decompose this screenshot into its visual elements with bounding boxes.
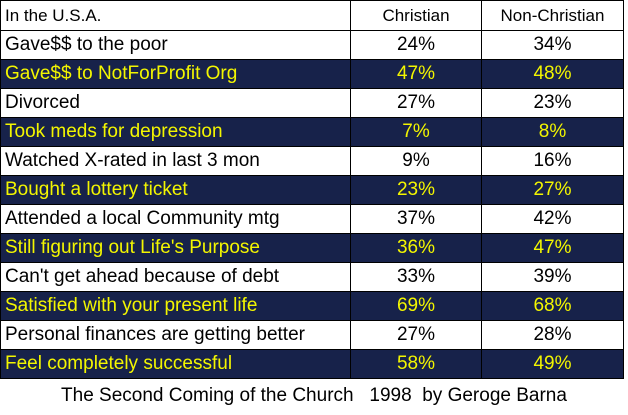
- christian-value: 27%: [350, 88, 482, 118]
- row-label: Can't get ahead because of debt: [0, 262, 351, 292]
- row-label: Personal finances are getting better: [0, 320, 351, 350]
- header-christian: Christian: [350, 0, 482, 31]
- row-label: Feel completely successful: [0, 349, 351, 379]
- row-label: Gave$$ to NotForProfit Org: [0, 59, 351, 89]
- row-label: Gave$$ to the poor: [0, 30, 351, 60]
- non-christian-value: 48%: [481, 59, 624, 89]
- non-christian-value: 8%: [481, 117, 624, 147]
- row-label: Still figuring out Life's Purpose: [0, 233, 351, 263]
- table-row: Took meds for depression 7% 8%: [0, 117, 624, 147]
- survey-table: In the U.S.A. Christian Non-Christian Ga…: [0, 0, 624, 379]
- christian-value: 27%: [350, 320, 482, 350]
- row-label: Satisfied with your present life: [0, 291, 351, 321]
- non-christian-value: 39%: [481, 262, 624, 292]
- row-label: Attended a local Community mtg: [0, 204, 351, 234]
- table-row: Gave$$ to the poor 24% 34%: [0, 30, 624, 60]
- christian-value: 23%: [350, 175, 482, 205]
- source-caption: The Second Coming of the Church 1998 by …: [61, 385, 567, 406]
- non-christian-value: 27%: [481, 175, 624, 205]
- christian-value: 58%: [350, 349, 482, 379]
- row-label: Watched X-rated in last 3 mon: [0, 146, 351, 176]
- table-body: Gave$$ to the poor 24% 34% Gave$$ to NotFor…: [0, 30, 624, 379]
- non-christian-value: 28%: [481, 320, 624, 350]
- row-label: Divorced: [0, 88, 351, 118]
- table-row: Divorced 27% 23%: [0, 88, 624, 118]
- christian-value: 69%: [350, 291, 482, 321]
- christian-value: 7%: [350, 117, 482, 147]
- header-region-label: In the U.S.A.: [0, 0, 351, 31]
- christian-value: 36%: [350, 233, 482, 263]
- table-row: Satisfied with your present life 69% 68%: [0, 291, 624, 321]
- non-christian-value: 42%: [481, 204, 624, 234]
- christian-value: 37%: [350, 204, 482, 234]
- non-christian-value: 49%: [481, 349, 624, 379]
- table-row: Personal finances are getting better 27% 2…: [0, 320, 624, 350]
- non-christian-value: 34%: [481, 30, 624, 60]
- non-christian-value: 23%: [481, 88, 624, 118]
- non-christian-value: 16%: [481, 146, 624, 176]
- row-label: Took meds for depression: [0, 117, 351, 147]
- table-row: Feel completely successful 58% 49%: [0, 349, 624, 379]
- header-row: In the U.S.A. Christian Non-Christian: [0, 0, 624, 31]
- header-non-christian: Non-Christian: [481, 0, 624, 31]
- table-row: Watched X-rated in last 3 mon 9% 16%: [0, 146, 624, 176]
- row-label: Bought a lottery ticket: [0, 175, 351, 205]
- christian-value: 33%: [350, 262, 482, 292]
- christian-value: 24%: [350, 30, 482, 60]
- christian-value: 47%: [350, 59, 482, 89]
- table-row: Still figuring out Life's Purpose 36% 47%: [0, 233, 624, 263]
- christian-value: 9%: [350, 146, 482, 176]
- table-row: Gave$$ to NotForProfit Org 47% 48%: [0, 59, 624, 89]
- table-row: Bought a lottery ticket 23% 27%: [0, 175, 624, 205]
- table-row: Can't get ahead because of debt 33% 39%: [0, 262, 624, 292]
- non-christian-value: 47%: [481, 233, 624, 263]
- table-row: Attended a local Community mtg 37% 42%: [0, 204, 624, 234]
- non-christian-value: 68%: [481, 291, 624, 321]
